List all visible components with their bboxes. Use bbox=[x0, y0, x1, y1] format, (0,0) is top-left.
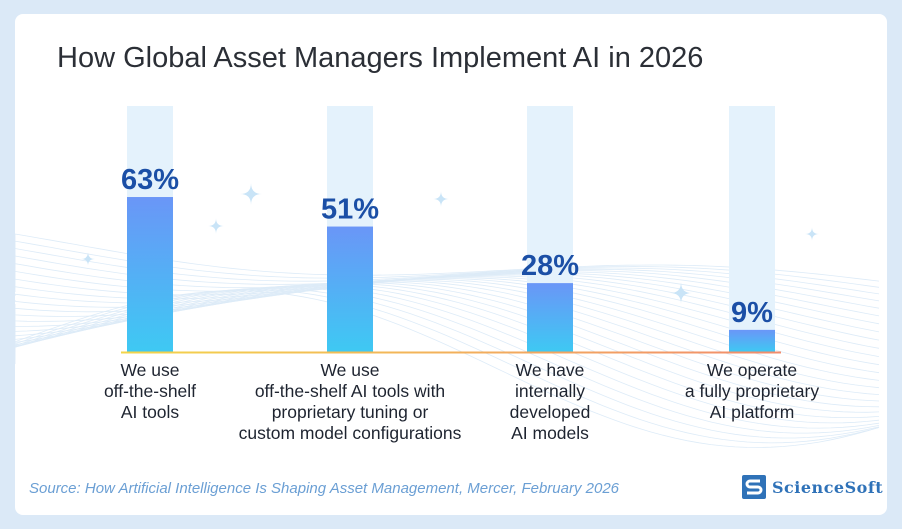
category-label-line: We use bbox=[320, 360, 380, 380]
category-label: We use off-the-shelf AI tools with proprie… bbox=[220, 360, 480, 444]
bar-track bbox=[729, 106, 775, 352]
category-label-line: custom model configurations bbox=[238, 423, 462, 443]
sparkle-icon bbox=[240, 183, 262, 205]
value-label: 9% bbox=[731, 297, 773, 329]
category-label-line: internally bbox=[514, 381, 586, 401]
category-label-line: We use bbox=[120, 360, 180, 380]
bar bbox=[729, 329, 775, 352]
bar bbox=[127, 197, 173, 352]
category-label-line: off-the-shelf AI tools with bbox=[254, 381, 446, 401]
category-label-line: We operate bbox=[706, 360, 798, 380]
bar-chart: 63% 51% 28% 9% bbox=[121, 106, 781, 354]
category-label-line: off-the-shelf bbox=[103, 381, 197, 401]
category-label-line: AI tools bbox=[120, 402, 180, 422]
category-label-line: developed bbox=[509, 402, 591, 422]
category-label-line: We have bbox=[515, 360, 585, 380]
value-label: 63% bbox=[121, 164, 179, 196]
sparkle-icon bbox=[805, 227, 819, 241]
value-label: 28% bbox=[521, 250, 579, 282]
logo-text: ScienceSoft bbox=[772, 477, 884, 497]
sparkle-icon bbox=[81, 252, 95, 266]
sparkle-icon bbox=[433, 191, 449, 207]
chart-card: How Global Asset Managers Implement AI i… bbox=[15, 14, 887, 515]
bar bbox=[327, 226, 373, 352]
sparkle-icon bbox=[208, 218, 224, 234]
category-label: We have internally developed AI models bbox=[420, 360, 680, 444]
sciencesoft-s-logo-icon bbox=[742, 475, 766, 499]
sciencesoft-logo: ScienceSoft bbox=[742, 474, 883, 500]
category-label-line: proprietary tuning or bbox=[271, 402, 429, 422]
chart-title: How Global Asset Managers Implement AI i… bbox=[57, 42, 704, 74]
sparkle-icon bbox=[670, 282, 692, 304]
category-label-line: AI models bbox=[511, 423, 589, 443]
category-label-line: a fully proprietary bbox=[684, 381, 820, 401]
category-label: We operate a fully proprietary AI platform bbox=[622, 360, 882, 423]
source-note: Source: How Artificial Intelligence Is S… bbox=[29, 480, 620, 497]
category-label: We use off-the-shelf AI tools bbox=[20, 360, 280, 423]
bar bbox=[527, 283, 573, 352]
value-label: 51% bbox=[321, 194, 379, 226]
category-label-line: AI platform bbox=[709, 402, 795, 422]
baseline bbox=[121, 351, 781, 354]
